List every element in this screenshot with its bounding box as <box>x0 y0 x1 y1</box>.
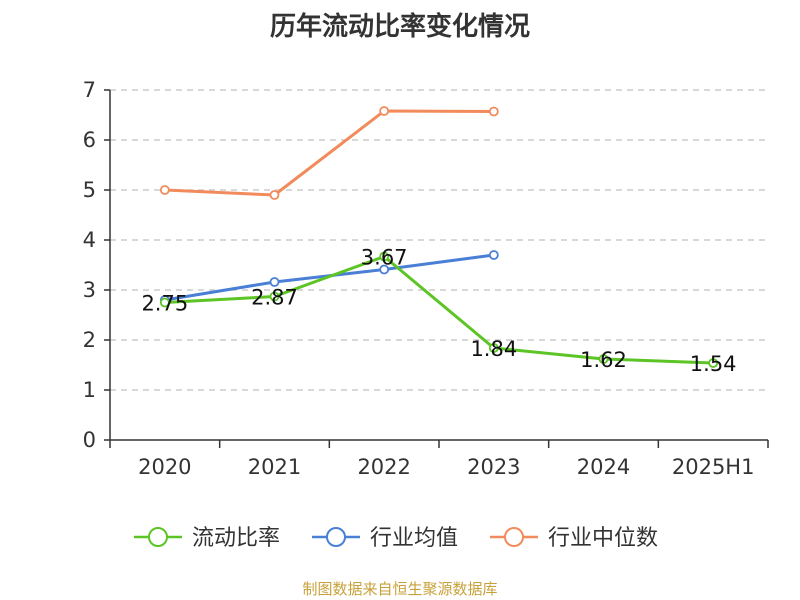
data-label: 1.84 <box>470 337 517 361</box>
series-line <box>164 255 714 365</box>
data-point <box>159 297 170 308</box>
legend-marker <box>326 527 346 547</box>
y-tick-label: 6 <box>83 128 96 152</box>
y-tick-label: 2 <box>83 328 96 352</box>
data-label: 1.62 <box>580 348 627 372</box>
y-tick-label: 0 <box>83 428 96 452</box>
data-point <box>598 354 609 364</box>
data-label: 3.67 <box>361 246 408 270</box>
y-tick-label: 3 <box>83 278 96 302</box>
data-label: 2.87 <box>251 286 298 310</box>
x-tick-label: 2024 <box>577 455 630 479</box>
legend: 流动比率 行业均值 行业中位数 <box>134 526 658 551</box>
x-tick-label: 2021 <box>248 455 301 479</box>
data-source-note: 制图数据来自恒生聚源数据库 <box>302 580 498 598</box>
x-tick-label: 2025H1 <box>672 455 755 479</box>
data-point <box>488 106 499 117</box>
data-point <box>708 358 719 368</box>
x-tick-label: 2022 <box>357 455 410 479</box>
legend-marker <box>148 527 168 547</box>
legend-label: 流动比率 <box>192 526 280 551</box>
x-tick-label: 2023 <box>467 455 520 479</box>
data-point <box>269 291 280 302</box>
legend-label: 行业中位数 <box>548 526 658 551</box>
grid-lines <box>110 89 768 391</box>
data-point <box>269 277 280 287</box>
y-tick-label: 4 <box>83 228 96 252</box>
y-tick-label: 7 <box>83 78 96 102</box>
chart-title: 历年流动比率变化情况 <box>269 12 530 42</box>
y-tick-label: 5 <box>83 178 96 202</box>
data-point <box>379 264 390 275</box>
data-point <box>269 190 280 200</box>
series-line <box>164 109 494 197</box>
data-point <box>379 251 390 262</box>
data-point <box>488 250 499 260</box>
data-labels: 2.75 2.87 3.67 1.84 1.62 1.54 <box>141 246 736 377</box>
data-point <box>488 343 499 353</box>
data-label: 1.54 <box>690 352 737 376</box>
series-group <box>159 106 719 368</box>
legend-marker <box>504 527 524 547</box>
axes: 0 1 2 3 4 5 6 7 2020 2021 2022 2023 2024 2025H1 <box>83 78 769 479</box>
y-tick-label: 1 <box>83 378 96 402</box>
data-point <box>159 185 170 195</box>
x-tick-label: 2020 <box>138 455 191 479</box>
legend-label: 行业均值 <box>370 526 458 551</box>
data-label: 2.75 <box>141 292 188 316</box>
data-point <box>379 106 390 116</box>
